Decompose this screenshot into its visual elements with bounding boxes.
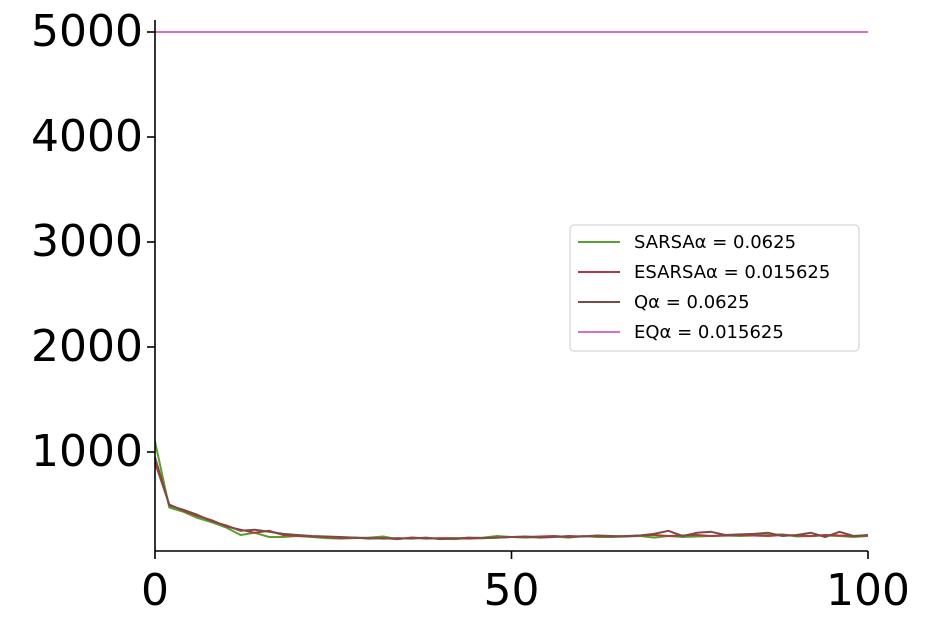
legend-label-eq: EQα = 0.015625 — [634, 322, 784, 343]
series-layer — [154, 31, 869, 541]
x-ticks: 0 50 100 — [141, 551, 910, 616]
x-tick-label: 50 — [484, 565, 540, 616]
y-tick-label: 3000 — [31, 216, 143, 267]
legend-label-q: Qα = 0.0625 — [634, 292, 750, 313]
legend-frame — [569, 224, 860, 352]
series-q-line — [154, 457, 869, 541]
y-ticks: 1000 2000 3000 4000 5000 — [31, 6, 155, 477]
legend: SARSAα = 0.0625 ESARSAα = 0.015625 Qα = … — [569, 224, 860, 352]
x-tick-label: 100 — [826, 565, 910, 616]
legend-label-esarsa: ESARSAα = 0.015625 — [634, 262, 830, 283]
y-tick-label: 5000 — [31, 6, 143, 57]
y-tick-label: 2000 — [31, 321, 143, 372]
y-tick-label: 1000 — [31, 426, 143, 477]
legend-label-sarsa: SARSAα = 0.0625 — [634, 232, 796, 253]
y-tick-label: 4000 — [31, 111, 143, 162]
x-tick-label: 0 — [141, 565, 169, 616]
series-sarsa-line — [154, 441, 869, 541]
series-esarsa-line — [154, 462, 869, 541]
